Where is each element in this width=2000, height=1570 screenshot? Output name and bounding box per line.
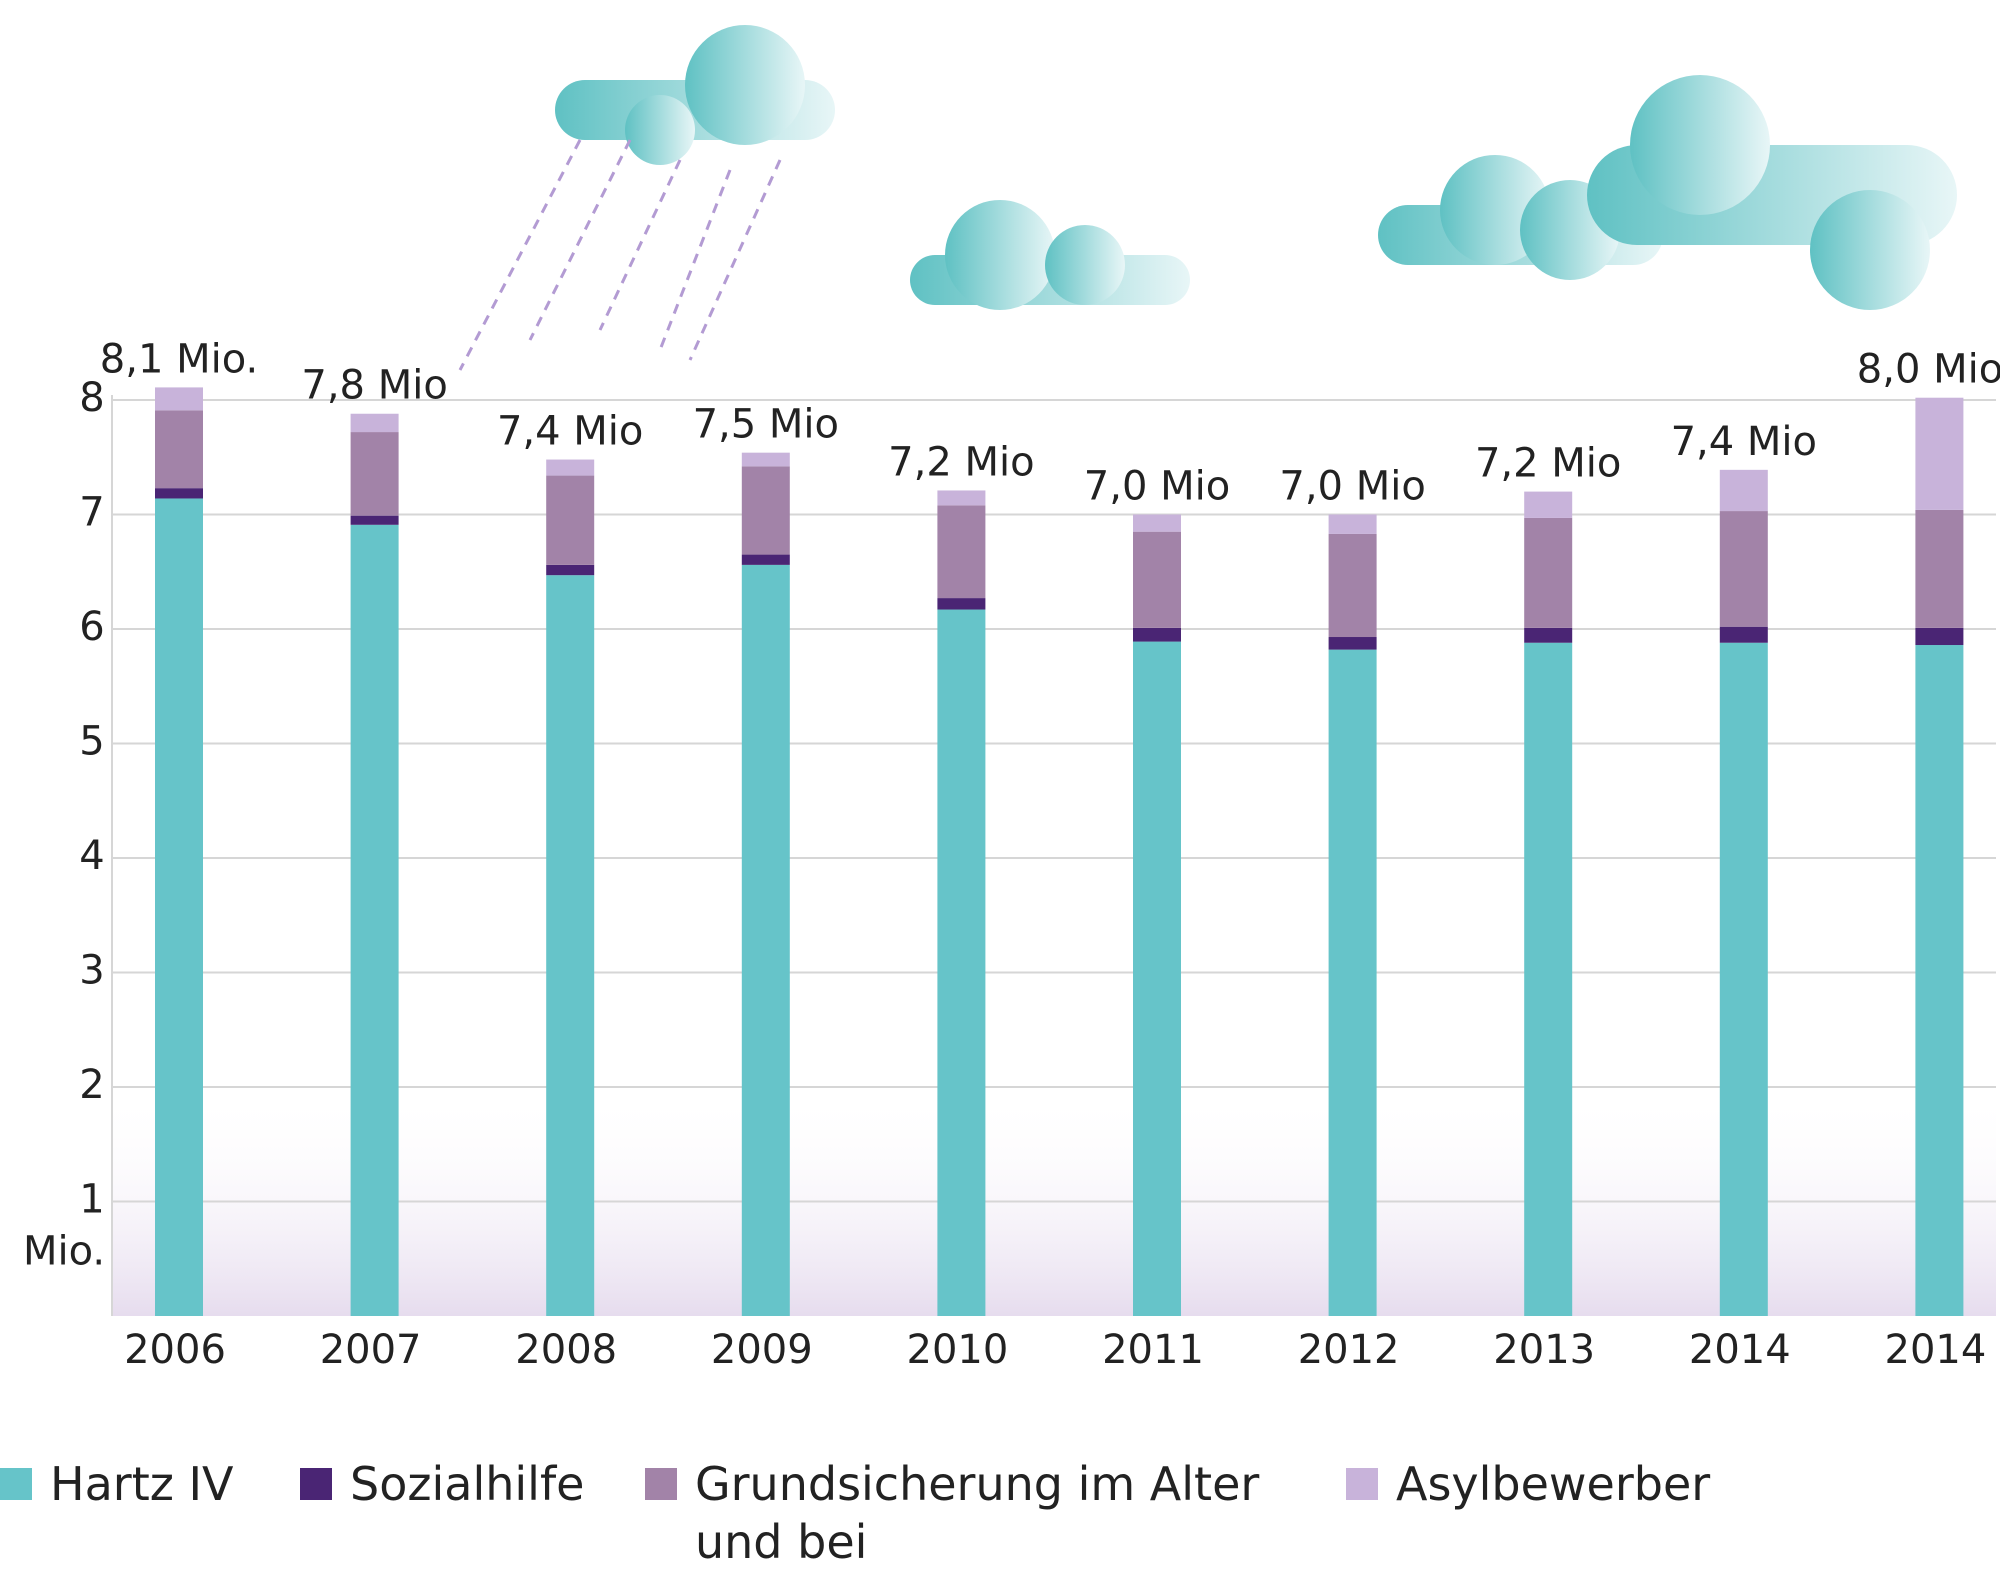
- bar-segment: [1133, 531, 1181, 628]
- legend-item: Hartz IV: [0, 1455, 280, 1513]
- legend-swatch: [1346, 1468, 1378, 1500]
- bar-segment: [741, 554, 790, 565]
- bar-segment: [546, 459, 595, 476]
- bar-segment: [155, 488, 203, 499]
- rain: [458, 139, 782, 371]
- bar-segment: [1328, 637, 1377, 650]
- bar-segment: [350, 413, 399, 433]
- legend-item: Sozialhilfe: [300, 1455, 620, 1513]
- x-tick-label: 2014: [1885, 1327, 1987, 1373]
- ground: [112, 1090, 1996, 1316]
- total-label: 7,0 Mio: [1084, 464, 1230, 510]
- total-label: 7,4 Mio: [1671, 419, 1817, 465]
- bar-segment: [1328, 533, 1377, 638]
- bar-segment: [1328, 649, 1377, 1316]
- bar-segment: [1328, 514, 1377, 534]
- x-tick-label: 2014: [1689, 1327, 1791, 1373]
- bar-segment: [546, 475, 595, 565]
- bar-segment: [741, 564, 790, 1316]
- legend-label: Sozialhilfe: [350, 1457, 585, 1511]
- bar-segment: [546, 575, 595, 1316]
- total-label: 8,1 Mio.: [100, 336, 258, 382]
- bar-segment: [350, 432, 399, 516]
- bar-segment: [1133, 641, 1181, 1316]
- bar-segment: [937, 505, 986, 599]
- bar-segment: [155, 387, 203, 411]
- bar-segment: [1915, 509, 1964, 628]
- y-tick-label: 3: [79, 948, 104, 994]
- x-tick-label: 2010: [907, 1327, 1009, 1373]
- bar-segment: [1915, 627, 1964, 646]
- y-tick-label: 8: [79, 375, 104, 421]
- total-label: 7,5 Mio: [693, 402, 839, 448]
- x-tick-label: 2012: [1298, 1327, 1400, 1373]
- bar-segment: [155, 410, 203, 489]
- bar-segment: [1133, 627, 1181, 642]
- y-tick-label: 4: [79, 833, 104, 879]
- legend-label: Hartz IV: [50, 1457, 234, 1511]
- y-tick-label: 2: [79, 1062, 104, 1108]
- legend-item: Asylbewerber: [1346, 1455, 1846, 1513]
- legend-item: Grundsicherung im Alter und bei Erwerbsm…: [645, 1455, 1285, 1570]
- x-tick-label: 2009: [711, 1327, 813, 1373]
- bar-segment: [1915, 397, 1964, 510]
- total-label: 7,0 Mio: [1279, 464, 1425, 510]
- total-label: 7,2 Mio: [1475, 441, 1621, 487]
- legend-swatch: [0, 1468, 32, 1500]
- bar-segment: [1524, 491, 1573, 518]
- bar-segment: [937, 490, 986, 506]
- x-tick-label: 2011: [1102, 1327, 1204, 1373]
- bar-segment: [1719, 642, 1768, 1316]
- bar-segment: [350, 524, 399, 1316]
- legend-swatch: [300, 1468, 332, 1500]
- bar-segment: [741, 452, 790, 467]
- bar-segment: [1719, 469, 1768, 512]
- x-tick-label: 2013: [1493, 1327, 1595, 1373]
- bar-segment: [741, 466, 790, 555]
- bar-segment: [546, 564, 595, 576]
- y-tick-label: 1: [79, 1177, 104, 1223]
- total-label: 7,8 Mio: [301, 363, 447, 409]
- clouds: [555, 25, 1957, 310]
- x-tick-label: 2006: [124, 1327, 226, 1373]
- total-label: 7,2 Mio: [888, 439, 1034, 485]
- bar-segment: [350, 515, 399, 525]
- total-label: 7,4 Mio: [497, 409, 643, 455]
- bar-segment: [937, 609, 986, 1316]
- bar-segment: [1719, 626, 1768, 643]
- x-tick-label: 2007: [320, 1327, 422, 1373]
- legend-label: Asylbewerber: [1396, 1457, 1711, 1511]
- legend-swatch: [645, 1468, 677, 1500]
- legend-label: Grundsicherung im Alter und bei Erwerbsm…: [695, 1457, 1260, 1569]
- bar-segment: [1915, 645, 1964, 1316]
- x-tick-label: 2008: [515, 1327, 617, 1373]
- bar-segment: [937, 598, 986, 610]
- bar-segment: [1524, 627, 1573, 643]
- bar-segment: [1133, 514, 1181, 532]
- y-tick-label: 6: [79, 604, 104, 650]
- y-tick-label: 5: [79, 719, 104, 765]
- bar-segment: [1524, 517, 1573, 628]
- chart: 1 2 3 4 5 6 7 8 Mio. 8,1 Mio. 2006 7,8 Mio 2007 7,4 M…: [23, 25, 2000, 1373]
- total-label: 8,0 Mio: [1857, 347, 2000, 393]
- bar-segment: [1719, 511, 1768, 627]
- y-tick-label: 7: [79, 490, 104, 536]
- y-unit: Mio.: [23, 1229, 105, 1275]
- bar-segment: [155, 498, 203, 1317]
- bar-segment: [1524, 642, 1573, 1316]
